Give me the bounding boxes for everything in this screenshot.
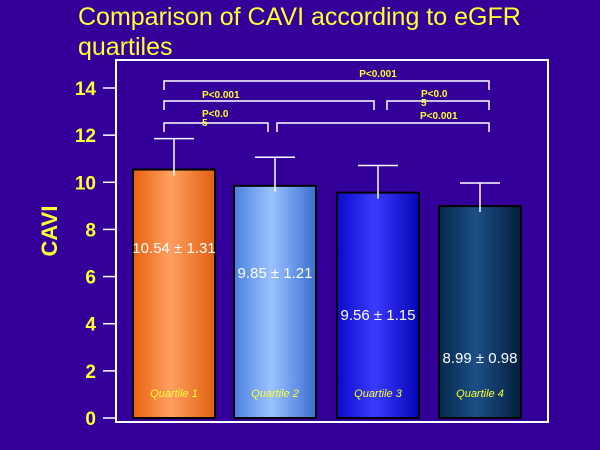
y-tick-label: 6 [85, 268, 96, 289]
bar-quartile-2 [233, 184, 317, 419]
category-label: Quartile 2 [251, 388, 299, 400]
p-value-label: P<0.0 5 [421, 89, 448, 109]
y-tick-label: 14 [75, 79, 97, 100]
y-tick-label: 12 [75, 126, 96, 147]
category-label: Quartile 3 [354, 388, 403, 400]
y-tick-label: 0 [85, 409, 96, 430]
category-label: Quartile 1 [150, 388, 198, 400]
value-label: 9.56 ± 1.15 [341, 307, 416, 324]
y-tick-label: 10 [75, 173, 96, 194]
p-value-label: P<0.001 [202, 90, 240, 101]
p-value-label: P<0.001 [359, 69, 397, 80]
significance-bracket [163, 122, 269, 132]
p-value-label: P<0.0 5 [202, 109, 229, 129]
bar-quartile-1 [132, 168, 216, 419]
y-tick-label: 4 [85, 315, 96, 336]
plot-frame [115, 59, 549, 423]
significance-bracket [386, 100, 490, 110]
significance-bracket [276, 122, 490, 132]
y-tick-label: 8 [85, 220, 96, 241]
bar-quartile-4 [438, 205, 522, 419]
value-label: 8.99 ± 0.98 [443, 350, 518, 367]
value-label: 10.54 ± 1.31 [132, 240, 215, 257]
category-label: Quartile 4 [456, 388, 504, 400]
significance-bracket [163, 100, 375, 110]
p-value-label: P<0.001 [420, 111, 458, 122]
significance-bracket [163, 80, 490, 90]
chart-title: Comparison of CAVI according to eGFR qua… [78, 3, 521, 61]
bar-quartile-3 [336, 191, 420, 419]
value-label: 9.85 ± 1.21 [238, 265, 313, 282]
y-tick-label: 2 [85, 362, 96, 383]
